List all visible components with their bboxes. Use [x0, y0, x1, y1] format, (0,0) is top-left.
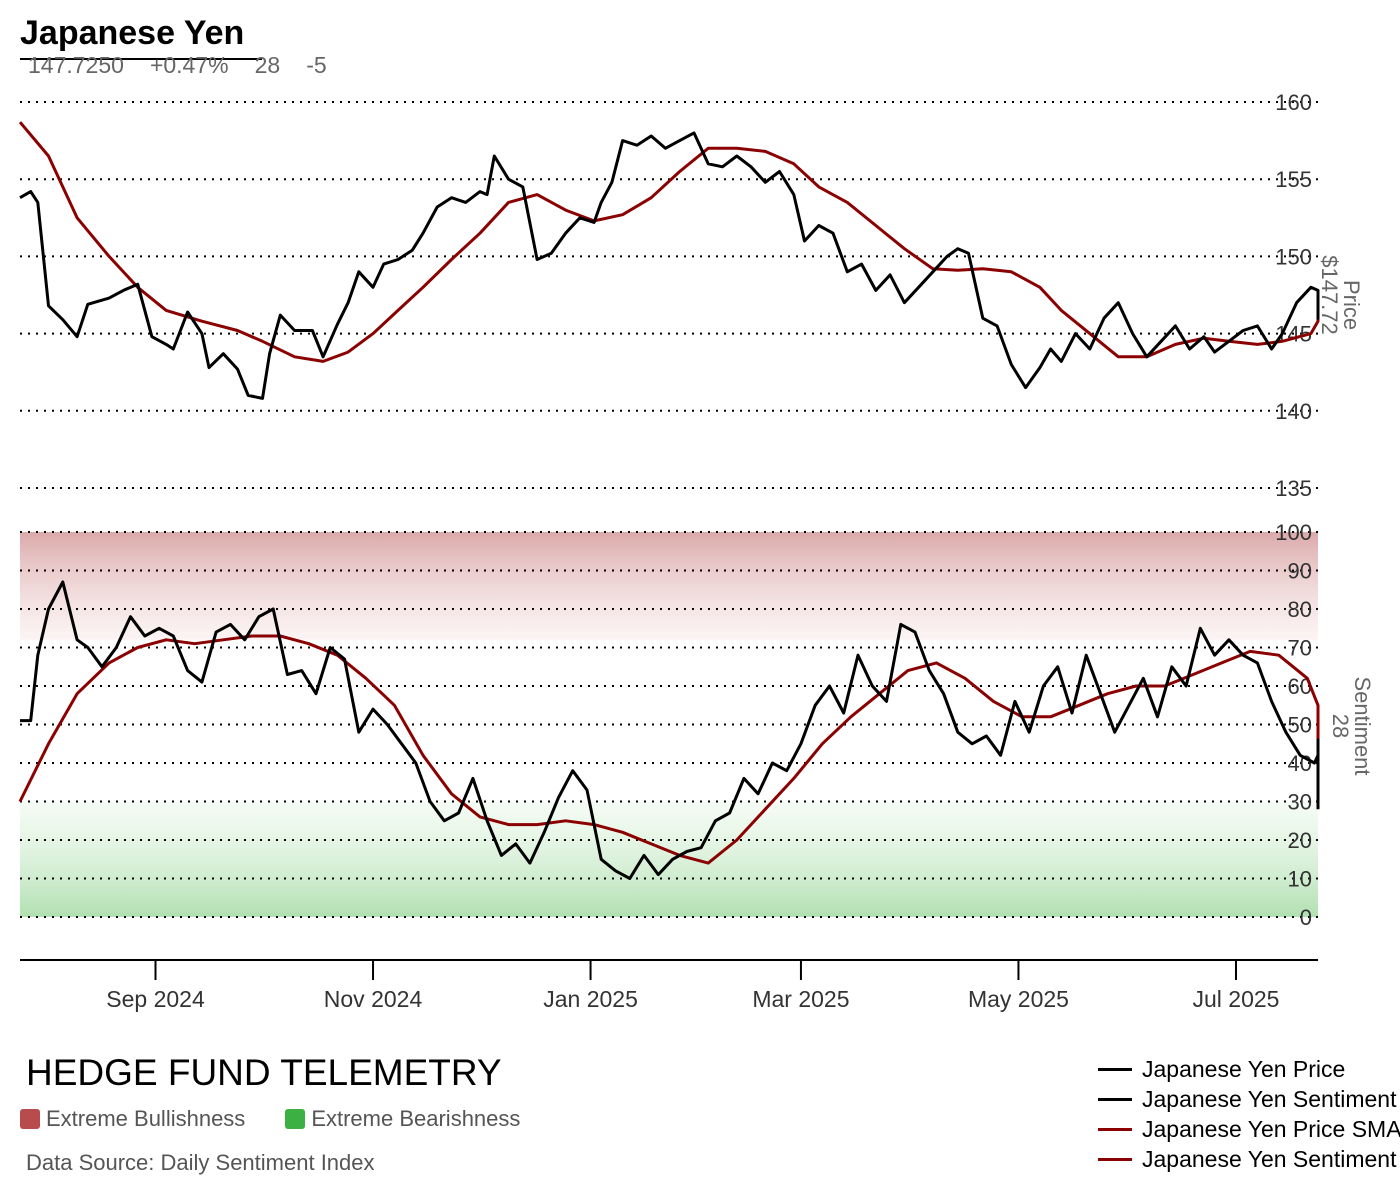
data-source: Data Source: Daily Sentiment Index	[26, 1150, 375, 1175]
sentiment-tick-label: 70	[1288, 636, 1312, 661]
price-axis-label: Price	[1339, 280, 1364, 330]
zone-bull-label: Extreme Bullishness	[46, 1106, 246, 1131]
price-tick-label: 140	[1275, 399, 1312, 424]
series-legend: Japanese Yen Price Japanese Yen Sentimen…	[1098, 1054, 1400, 1174]
sentiment-change: -5	[306, 52, 327, 78]
sentiment-axis-label: Sentiment	[1350, 676, 1375, 775]
price-tick-label: 150	[1275, 244, 1312, 269]
x-tick-label: Nov 2024	[324, 986, 423, 1012]
sentiment-last-label: 28	[1328, 714, 1353, 738]
title-underline	[20, 58, 262, 60]
price-line	[19, 131, 1320, 400]
last-price: 147.7250	[28, 52, 124, 78]
chart-title: Japanese Yen	[20, 14, 245, 52]
x-axis: Sep 2024 Nov 2024 Jan 2025 Mar 2025 May 2025…	[20, 959, 1318, 1012]
price-change: +0.47%	[149, 52, 229, 78]
bull-swatch-icon	[20, 1109, 40, 1129]
legend-item-price-sma[interactable]: Japanese Yen Price SMA	[1098, 1114, 1400, 1144]
brand-name: HEDGE FUND TELEMETRY	[26, 1052, 502, 1093]
x-tick-label: May 2025	[968, 986, 1069, 1012]
extreme-bullishness-zone	[20, 532, 1318, 640]
price-last-label: $147.72	[1317, 255, 1342, 335]
sentiment-tick-label: 80	[1288, 597, 1312, 622]
header-stats: 147.7250 +0.47% 28 -5	[28, 52, 353, 79]
zone-bear-label: Extreme Bearishness	[311, 1106, 521, 1131]
x-tick-label: Sep 2024	[106, 986, 205, 1012]
price-tick-label: 135	[1275, 476, 1312, 501]
sentiment-tick-label: 10	[1288, 867, 1312, 892]
sentiment-tick-label: 90	[1288, 559, 1312, 584]
extreme-bearishness-zone	[20, 801, 1318, 917]
legend-line-icon	[1098, 1067, 1132, 1071]
legend-line-icon	[1098, 1157, 1132, 1161]
legend-item-sentiment[interactable]: Japanese Yen Sentiment	[1098, 1084, 1400, 1114]
zone-legend: Extreme Bullishness Extreme Bearishness	[20, 1106, 560, 1132]
sentiment-tick-label: 20	[1288, 828, 1312, 853]
legend-label: Japanese Yen Price	[1142, 1055, 1346, 1082]
legend-line-icon	[1098, 1097, 1132, 1101]
legend-item-price[interactable]: Japanese Yen Price	[1098, 1054, 1400, 1084]
sentiment-tick-label: 100	[1275, 520, 1312, 545]
sentiment-line	[20, 580, 1320, 880]
legend-label: Japanese Yen Price SMA	[1142, 1115, 1400, 1142]
x-tick-label: Jul 2025	[1192, 986, 1279, 1012]
price-tick-label: 160	[1275, 90, 1312, 115]
x-tick-label: Jan 2025	[543, 986, 638, 1012]
sentiment-tick-label: 0	[1300, 905, 1312, 930]
price-sma-line	[18, 121, 1320, 363]
zone-legend-bear: Extreme Bearishness	[285, 1106, 520, 1132]
legend-line-icon	[1098, 1127, 1132, 1131]
x-tick-label: Mar 2025	[752, 986, 849, 1012]
sentiment-value: 28	[254, 52, 281, 78]
legend-label: Japanese Yen Sentiment	[1142, 1085, 1397, 1112]
legend-label: Japanese Yen Sentiment SMA	[1142, 1145, 1400, 1172]
sentiment-tick-label: 30	[1288, 790, 1312, 815]
sentiment-tick-label: 50	[1288, 713, 1312, 738]
bear-swatch-icon	[285, 1109, 306, 1129]
legend-item-sentiment-sma[interactable]: Japanese Yen Sentiment SMA	[1098, 1144, 1400, 1174]
zone-legend-bull: Extreme Bullishness	[20, 1106, 245, 1132]
price-tick-label: 155	[1275, 167, 1312, 192]
